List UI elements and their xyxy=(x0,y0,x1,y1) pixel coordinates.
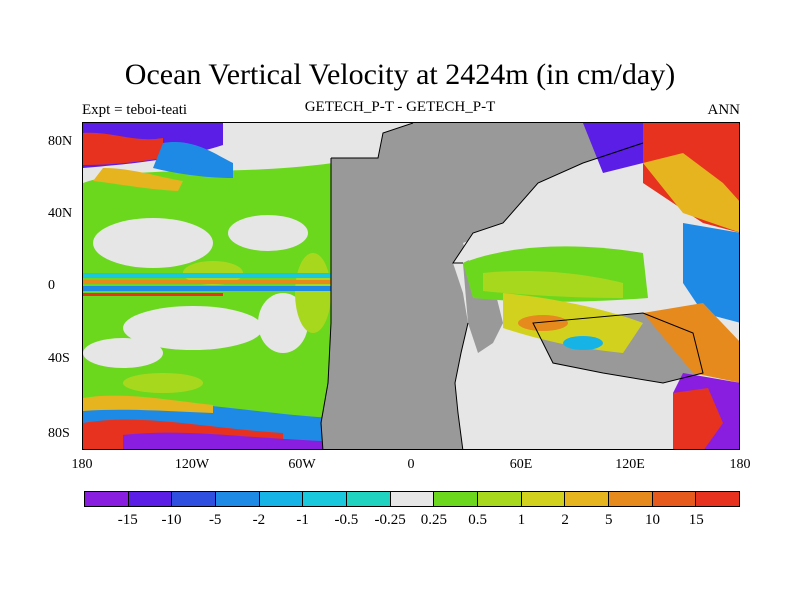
lon-label-180-west: 180 xyxy=(71,457,93,472)
colorbar-tick-label: -10 xyxy=(161,512,182,528)
lat-label-40s: 40S xyxy=(48,351,70,366)
colorbar-tick-label: 5 xyxy=(605,512,613,528)
lon-label-120w: 120W xyxy=(174,457,210,472)
colorbar-swatch-6 xyxy=(347,492,391,506)
coastline-west xyxy=(320,123,414,449)
pacific-neutral-patch-sw xyxy=(83,338,163,368)
colorbar-swatch-8 xyxy=(434,492,479,506)
colorbar-tick-label: 1 xyxy=(517,512,526,528)
lon-label-180-east: 180 xyxy=(729,457,751,472)
colorbar-tick-label: 15 xyxy=(688,512,704,528)
lon-label-60e: 60E xyxy=(509,457,533,472)
colorbar-swatch-0 xyxy=(85,492,129,506)
colorbar-swatch-2 xyxy=(172,492,217,506)
east-asia-band-blue xyxy=(683,223,739,323)
colorbar-swatch-10 xyxy=(521,492,566,506)
lat-label-80n: 80N xyxy=(48,134,73,149)
southwest-pacific-band-red xyxy=(673,388,723,449)
colorbar xyxy=(84,491,740,507)
lon-label-0: 0 xyxy=(407,457,415,472)
pacific-yellow-patch-3 xyxy=(295,253,331,333)
experiment-label: Expt = teboi-teati xyxy=(82,102,188,118)
pacific-yellow-patch-2 xyxy=(123,373,203,393)
colorbar-tick-label: -0.5 xyxy=(334,512,359,528)
colorbar-swatch-5 xyxy=(303,492,348,506)
colorbar-tick-label: 0.25 xyxy=(420,512,447,528)
landmass-central xyxy=(321,123,583,449)
colorbar-tick-label: -2 xyxy=(252,512,266,528)
plot-title: Ocean Vertical Velocity at 2424m (in cm/… xyxy=(124,58,676,91)
model-comparison-label: GETECH_P-T - GETECH_P-T xyxy=(304,99,496,115)
pacific-neutral-patch-ne xyxy=(228,215,308,251)
colorbar-swatch-3 xyxy=(216,492,260,506)
colorbar-swatch-7 xyxy=(390,492,435,506)
coastline-south xyxy=(454,322,469,449)
colorbar-tick-label: -5 xyxy=(208,512,222,528)
colorbar-tick-label: -1 xyxy=(296,512,309,528)
southern-ocean-band-purple xyxy=(123,432,323,449)
north-pacific-band-blue xyxy=(153,142,233,178)
tethys-cyan-patch xyxy=(563,336,603,350)
coastline-asia xyxy=(532,312,704,384)
colorbar-tick-label: 0.5 xyxy=(468,512,487,528)
colorbar-swatch-11 xyxy=(565,492,610,506)
northeast-asia-band-purple xyxy=(583,123,643,173)
north-pacific-band-red xyxy=(83,132,163,165)
colorbar-tick-label: 10 xyxy=(645,512,661,528)
colorbar-tick-label: 2 xyxy=(561,512,569,528)
colorbar-tick-label: -15 xyxy=(117,512,138,528)
colorbar-swatch-13 xyxy=(652,492,697,506)
tethys-orange-patch xyxy=(518,315,568,331)
colorbar-swatch-14 xyxy=(696,492,740,506)
pacific-neutral-patch-south xyxy=(123,306,263,350)
colorbar-swatch-9 xyxy=(478,492,522,506)
pacific-neutral-patch-se xyxy=(258,293,308,353)
equatorial-band-cyan xyxy=(83,273,333,278)
colorbar-swatch-1 xyxy=(128,492,173,506)
pacific-neutral-patch-north xyxy=(93,218,213,268)
lon-label-120e: 120E xyxy=(615,457,645,472)
colorbar-tick-label: -0.25 xyxy=(374,512,406,528)
colorbar-swatch-4 xyxy=(259,492,304,506)
southern-ocean-band-yellow xyxy=(83,395,213,413)
lon-label-60w: 60W xyxy=(288,457,316,472)
season-label: ANN xyxy=(707,102,741,118)
lat-label-40n: 40N xyxy=(48,206,73,221)
northeast-asia-band-yellow xyxy=(643,153,739,233)
tethys-gold-field xyxy=(503,293,643,353)
tethys-yellow-field xyxy=(483,271,623,298)
equatorial-band-red xyxy=(83,293,223,296)
lat-label-80s: 80S xyxy=(48,426,70,441)
equatorial-band-blue xyxy=(83,286,333,291)
velocity-field-map xyxy=(83,123,739,449)
map-panel xyxy=(82,122,740,450)
equatorial-band-orange xyxy=(83,280,333,284)
coastline-north xyxy=(452,142,644,264)
colorbar-swatch-12 xyxy=(609,492,653,506)
lat-label-0: 0 xyxy=(48,278,55,293)
north-pacific-band-yellow xyxy=(93,168,183,191)
